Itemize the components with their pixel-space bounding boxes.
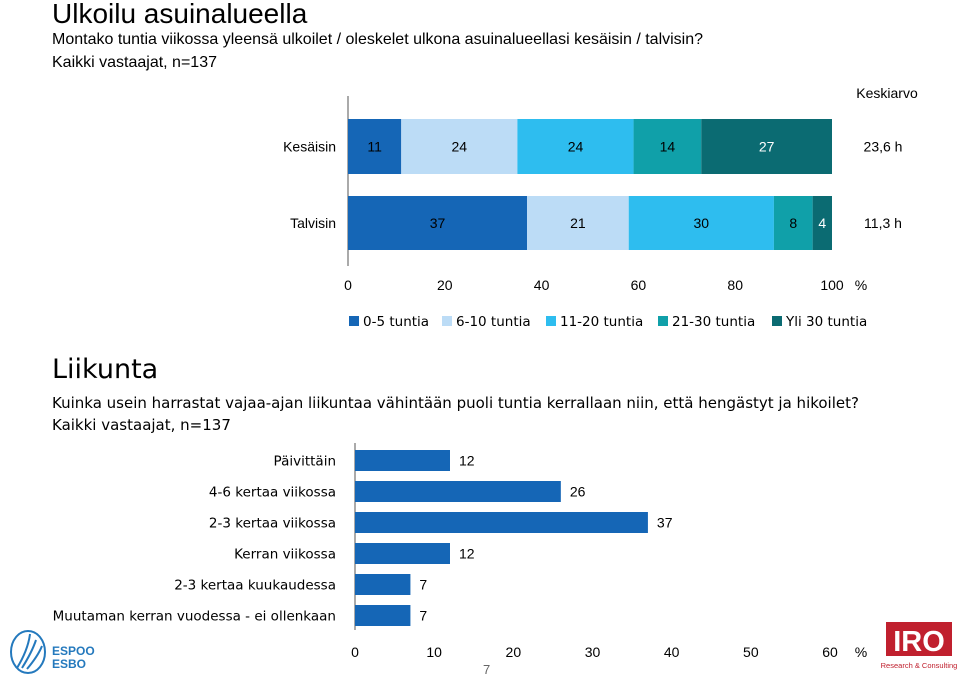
bar-muutaman-kerran-vuodessa-ei-ollenkaan xyxy=(355,605,411,626)
data-label: 8 xyxy=(789,215,797,231)
category-label-4-6-kertaa-viikossa: 4-6 kertaa viikossa xyxy=(209,485,336,501)
section-title-liikunta: Liikunta xyxy=(52,354,159,385)
x-tick-label: 10 xyxy=(426,644,442,660)
legend-swatch-11-20-tuntia xyxy=(546,316,556,326)
x-tick-label: 80 xyxy=(727,277,743,293)
data-label: 12 xyxy=(459,453,475,469)
data-label: 24 xyxy=(452,139,468,155)
bar-2-3-kertaa-viikossa xyxy=(355,512,648,533)
data-label: 7 xyxy=(419,608,427,624)
x-unit-label: % xyxy=(855,277,867,293)
data-label: 14 xyxy=(660,139,676,155)
data-label: 30 xyxy=(694,215,710,231)
espoo-text: ESPOO xyxy=(52,644,95,658)
legend-swatch-0-5-tuntia xyxy=(349,316,359,326)
question-exercise: Kuinka usein harrastat vajaa-ajan liikun… xyxy=(52,394,859,412)
x-tick-label: 50 xyxy=(743,644,759,660)
bar-segment-talvisin-6-10-tuntia xyxy=(527,196,629,250)
legend-swatch-yli-30-tuntia xyxy=(772,316,782,326)
bar-segment-kes-isin-0-5-tuntia xyxy=(348,119,402,174)
esbo-text: ESBO xyxy=(52,657,86,671)
bar-segment-kes-isin-11-20-tuntia xyxy=(517,119,634,174)
legend-swatch-6-10-tuntia xyxy=(442,316,452,326)
data-label: 26 xyxy=(570,484,586,500)
category-label-2-3-kertaa-kuukaudessa: 2-3 kertaa kuukaudessa xyxy=(174,578,336,594)
base-exercise: Kaikki vastaajat, n=137 xyxy=(52,416,231,434)
mean-column-title: Keskiarvo xyxy=(856,85,918,101)
data-label: 12 xyxy=(459,546,475,562)
espoo-emblem-icon xyxy=(10,630,46,674)
iro-text: IRO xyxy=(893,626,945,658)
legend-label-yli-30-tuntia: Yli 30 tuntia xyxy=(785,314,867,330)
category-label-2-3-kertaa-viikossa: 2-3 kertaa viikossa xyxy=(209,516,336,532)
data-label: 4 xyxy=(818,215,826,231)
category-label-kes-isin: Kesäisin xyxy=(283,139,336,155)
x-tick-label: 20 xyxy=(437,277,453,293)
category-label-p-ivitt-in: Päivittäin xyxy=(274,454,336,470)
bar-segment-talvisin-0-5-tuntia xyxy=(348,196,528,250)
x-tick-label: 60 xyxy=(631,277,647,293)
bar-segment-kes-isin-yli-30-tuntia xyxy=(701,119,832,174)
category-label-kerran-viikossa: Kerran viikossa xyxy=(234,547,336,563)
bar-segment-kes-isin-21-30-tuntia xyxy=(633,119,702,174)
bar-segment-kes-isin-6-10-tuntia xyxy=(401,119,518,174)
bar-kerran-viikossa xyxy=(355,543,450,564)
mean-value-talvisin: 11,3 h xyxy=(864,215,902,231)
x-tick-label: 0 xyxy=(351,644,359,660)
espoo-logo: ESPOO ESBO xyxy=(10,630,95,674)
x-tick-label: 20 xyxy=(506,644,522,660)
bar-segment-talvisin-yli-30-tuntia xyxy=(812,196,832,250)
data-label: 27 xyxy=(759,139,775,155)
bar-p-ivitt-in xyxy=(355,450,450,471)
x-tick-label: 30 xyxy=(585,644,601,660)
legend-label-6-10-tuntia: 6-10 tuntia xyxy=(456,314,531,330)
bar-segment-talvisin-11-20-tuntia xyxy=(628,196,774,250)
legend-label-21-30-tuntia: 21-30 tuntia xyxy=(672,314,755,330)
page-title: Ulkoilu asuinalueella xyxy=(52,0,308,29)
base-outdoor: Kaikki vastaajat, n=137 xyxy=(52,54,217,71)
x-tick-label: 60 xyxy=(822,644,838,660)
data-label: 37 xyxy=(657,515,673,531)
x-tick-label: 0 xyxy=(344,277,352,293)
category-label-muutaman-kerran-vuodessa-ei-ollenkaan: Muutaman kerran vuodessa - ei ollenkaan xyxy=(53,609,336,625)
x-unit-label: % xyxy=(855,644,867,660)
data-label: 11 xyxy=(367,139,382,155)
legend-label-0-5-tuntia: 0-5 tuntia xyxy=(363,314,429,330)
mean-value-kes-isin: 23,6 h xyxy=(864,139,903,155)
x-tick-label: 40 xyxy=(664,644,680,660)
data-label: 37 xyxy=(430,215,446,231)
iro-subtitle: Research & Consulting xyxy=(881,661,958,670)
x-tick-label: 40 xyxy=(534,277,550,293)
bar-2-3-kertaa-kuukaudessa xyxy=(355,574,411,595)
category-label-talvisin: Talvisin xyxy=(290,215,336,231)
data-label: 7 xyxy=(419,577,427,593)
question-outdoor: Montako tuntia viikossa yleensä ulkoilet… xyxy=(52,31,704,48)
data-label: 21 xyxy=(570,215,586,231)
bar-segment-talvisin-21-30-tuntia xyxy=(773,196,813,250)
iro-logo-box xyxy=(886,622,952,656)
legend-swatch-21-30-tuntia xyxy=(658,316,668,326)
x-tick-label: 100 xyxy=(820,277,844,293)
legend-label-11-20-tuntia: 11-20 tuntia xyxy=(560,314,643,330)
iro-logo: IRO Research & Consulting xyxy=(881,622,958,670)
data-label: 24 xyxy=(568,139,584,155)
page-number: 7 xyxy=(483,662,491,677)
bar-4-6-kertaa-viikossa xyxy=(355,481,561,502)
